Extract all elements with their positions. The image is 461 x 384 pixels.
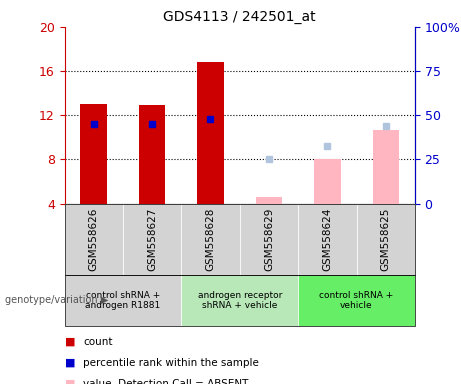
- Title: GDS4113 / 242501_at: GDS4113 / 242501_at: [163, 10, 316, 25]
- Text: GSM558629: GSM558629: [264, 207, 274, 271]
- Text: ■: ■: [65, 358, 75, 368]
- Text: count: count: [83, 337, 112, 347]
- Text: ■: ■: [65, 337, 75, 347]
- Bar: [372, 129, 399, 204]
- Bar: [314, 159, 341, 204]
- Bar: [139, 105, 165, 204]
- Text: androgen receptor
shRNA + vehicle: androgen receptor shRNA + vehicle: [197, 291, 282, 310]
- Bar: [256, 197, 282, 204]
- Text: GSM558625: GSM558625: [381, 207, 391, 271]
- Bar: [197, 62, 224, 204]
- Text: GSM558626: GSM558626: [89, 207, 99, 271]
- Text: ■: ■: [65, 379, 75, 384]
- Text: control shRNA +
androgen R1881: control shRNA + androgen R1881: [85, 291, 160, 310]
- Text: GSM558627: GSM558627: [147, 207, 157, 271]
- Text: genotype/variation ▶: genotype/variation ▶: [5, 295, 108, 306]
- Text: percentile rank within the sample: percentile rank within the sample: [83, 358, 259, 368]
- Text: GSM558624: GSM558624: [322, 207, 332, 271]
- Text: GSM558628: GSM558628: [206, 207, 216, 271]
- Text: control shRNA +
vehicle: control shRNA + vehicle: [319, 291, 394, 310]
- Bar: [81, 104, 107, 204]
- Text: value, Detection Call = ABSENT: value, Detection Call = ABSENT: [83, 379, 248, 384]
